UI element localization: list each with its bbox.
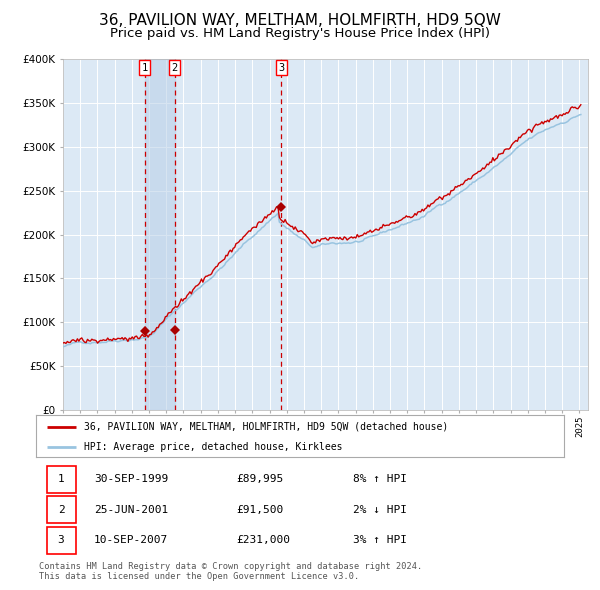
Text: 8% ↑ HPI: 8% ↑ HPI — [353, 474, 407, 484]
Text: 3: 3 — [278, 63, 284, 73]
Text: 3% ↑ HPI: 3% ↑ HPI — [353, 535, 407, 545]
Text: 2: 2 — [172, 63, 178, 73]
Text: 36, PAVILION WAY, MELTHAM, HOLMFIRTH, HD9 5QW: 36, PAVILION WAY, MELTHAM, HOLMFIRTH, HD… — [99, 13, 501, 28]
Text: 36, PAVILION WAY, MELTHAM, HOLMFIRTH, HD9 5QW (detached house): 36, PAVILION WAY, MELTHAM, HOLMFIRTH, HD… — [83, 422, 448, 432]
Bar — [145, 59, 175, 410]
Text: 2: 2 — [58, 505, 64, 514]
Text: 1: 1 — [58, 474, 64, 484]
FancyBboxPatch shape — [47, 496, 76, 523]
Text: £231,000: £231,000 — [236, 535, 290, 545]
Text: 2% ↓ HPI: 2% ↓ HPI — [353, 505, 407, 514]
Text: 30-SEP-1999: 30-SEP-1999 — [94, 474, 169, 484]
Text: 1: 1 — [142, 63, 148, 73]
Text: 3: 3 — [58, 535, 64, 545]
Text: HPI: Average price, detached house, Kirklees: HPI: Average price, detached house, Kirk… — [83, 442, 342, 451]
Text: Contains HM Land Registry data © Crown copyright and database right 2024.
This d: Contains HM Land Registry data © Crown c… — [39, 562, 422, 581]
FancyBboxPatch shape — [47, 466, 76, 493]
Text: 10-SEP-2007: 10-SEP-2007 — [94, 535, 169, 545]
Text: Price paid vs. HM Land Registry's House Price Index (HPI): Price paid vs. HM Land Registry's House … — [110, 27, 490, 40]
Text: £91,500: £91,500 — [236, 505, 284, 514]
Text: £89,995: £89,995 — [236, 474, 284, 484]
Text: 25-JUN-2001: 25-JUN-2001 — [94, 505, 169, 514]
FancyBboxPatch shape — [47, 527, 76, 554]
